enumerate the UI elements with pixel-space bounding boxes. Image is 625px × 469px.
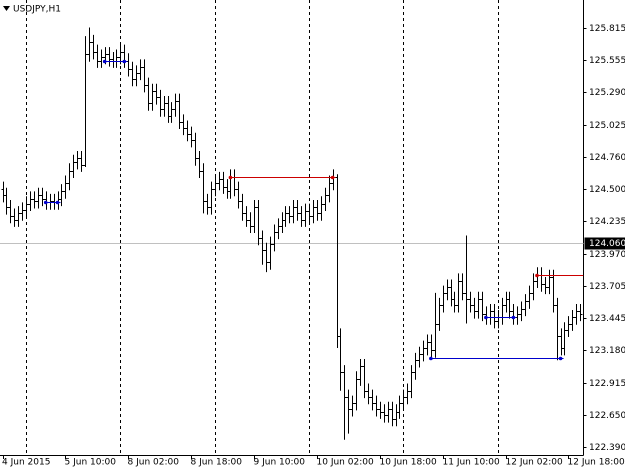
level-dot xyxy=(330,175,335,180)
y-tick-label: 123.970 xyxy=(589,250,625,260)
level-dot xyxy=(429,356,433,361)
y-tick-label: 123.705 xyxy=(589,282,625,292)
level-dot xyxy=(228,175,233,180)
level-dot xyxy=(558,356,563,361)
y-tick-label: 124.235 xyxy=(589,217,625,227)
level-dot xyxy=(43,200,48,205)
current-price-label: 124.060 xyxy=(589,239,625,249)
level-dot xyxy=(122,59,127,64)
y-tick-label: 124.500 xyxy=(589,185,625,195)
x-tick-label: 11 Jun 10:00 xyxy=(443,458,500,468)
y-tick-label: 122.390 xyxy=(589,443,625,453)
level-dot xyxy=(535,273,539,278)
title-arrow xyxy=(3,6,10,11)
y-tick-label: 124.760 xyxy=(589,153,625,163)
x-tick-label: 12 Jun 18:00 xyxy=(568,458,625,468)
y-tick-label: 122.915 xyxy=(589,379,625,389)
level-dot xyxy=(102,59,107,64)
y-tick-label: 125.555 xyxy=(589,56,625,66)
current-price-box xyxy=(584,237,625,250)
level-dot xyxy=(484,315,488,320)
y-tick-label: 125.025 xyxy=(589,121,625,131)
x-tick-label: 10 Jun 02:00 xyxy=(317,458,374,468)
x-tick-label: 9 Jun 10:00 xyxy=(254,458,306,468)
x-tick-label: 8 Jun 18:00 xyxy=(191,458,243,468)
y-tick-label: 123.180 xyxy=(589,346,625,356)
x-tick-label: 12 Jun 02:00 xyxy=(506,458,563,468)
x-tick-label: 10 Jun 18:00 xyxy=(380,458,437,468)
y-tick-label: 123.445 xyxy=(589,314,625,324)
y-tick-label: 122.650 xyxy=(589,411,625,421)
level-dot xyxy=(55,200,60,205)
chart-title: USDJPY,H1 xyxy=(13,5,61,15)
y-tick-label: 125.290 xyxy=(589,88,625,98)
level-dot xyxy=(511,315,516,320)
x-tick-label: 4 Jun 2015 xyxy=(2,458,50,468)
x-tick-label: 8 Jun 02:00 xyxy=(128,458,180,468)
x-tick-label: 5 Jun 10:00 xyxy=(65,458,117,468)
y-tick-label: 125.815 xyxy=(589,24,625,34)
